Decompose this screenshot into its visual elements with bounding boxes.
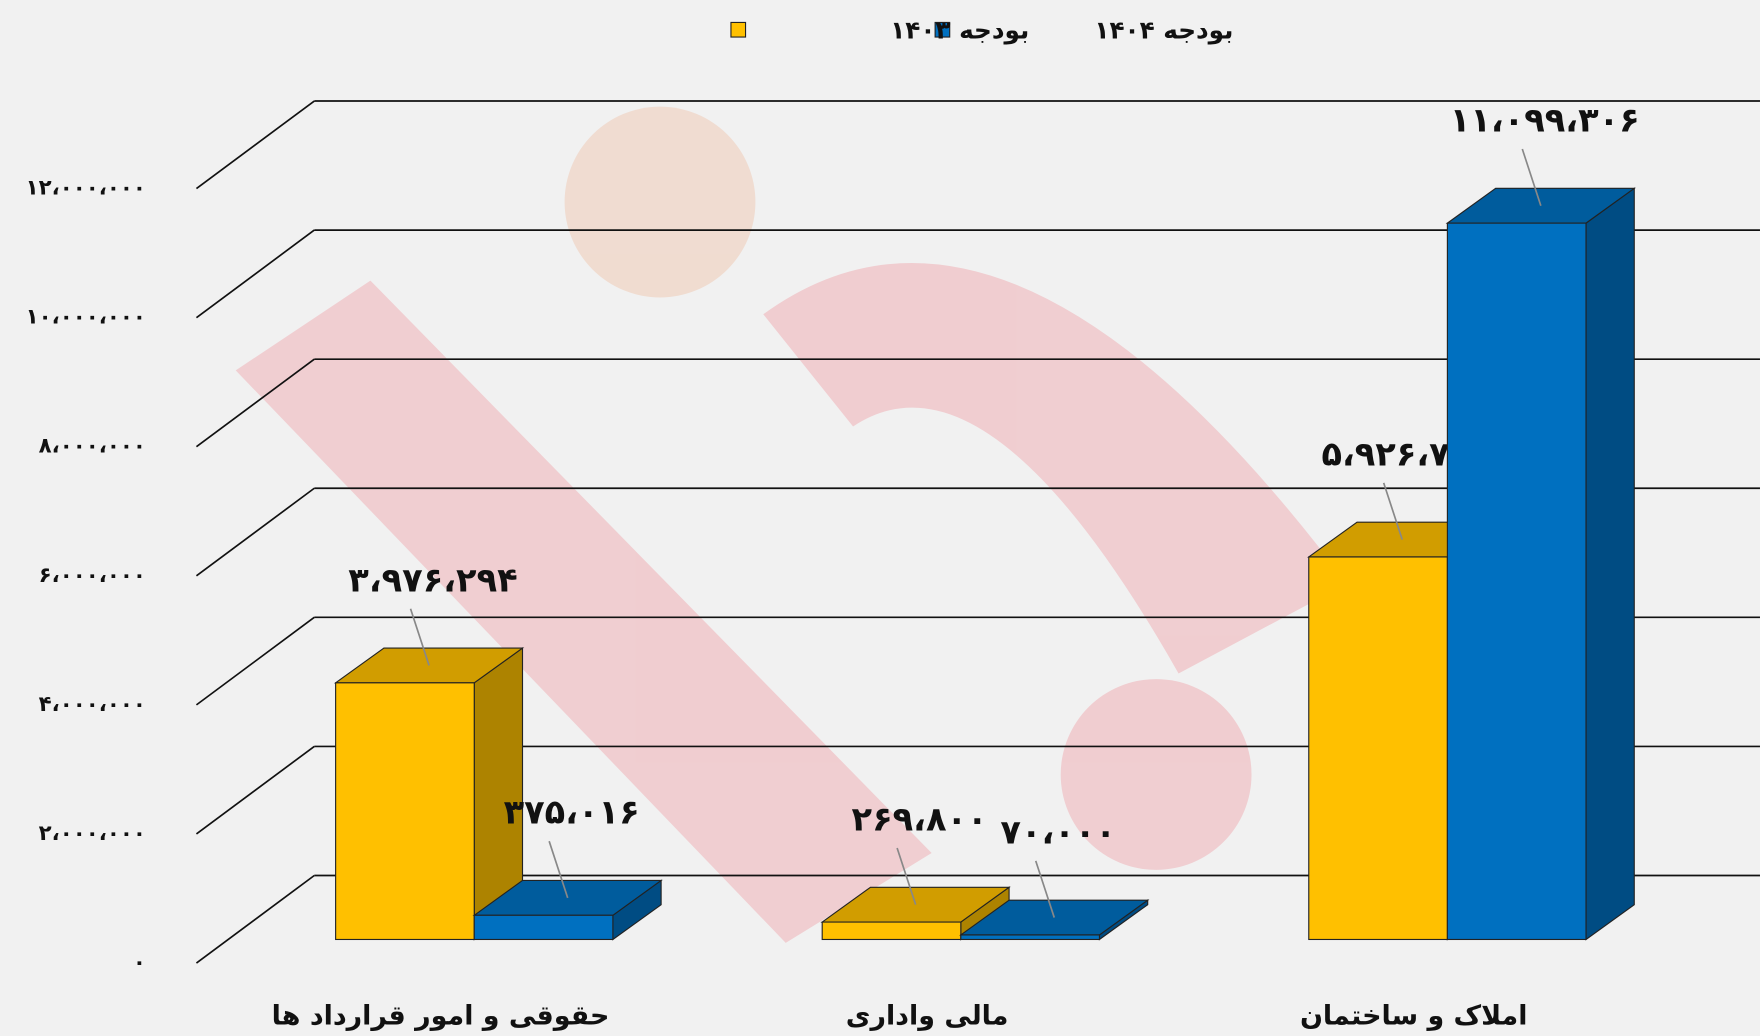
x-tick-label: مالی واداری xyxy=(846,1000,1009,1031)
bar xyxy=(960,934,1100,941)
bar xyxy=(1308,556,1448,941)
y-tick-label: ۶،۰۰۰،۰۰۰ xyxy=(39,563,146,588)
value-label: ۳،۹۷۶،۲۹۴ xyxy=(348,560,517,599)
legend-swatch xyxy=(934,21,951,38)
legend-label: بودجه ۱۴۰۴ xyxy=(1094,15,1233,45)
bar-3d xyxy=(333,646,525,941)
y-tick-label: ۲،۰۰۰،۰۰۰ xyxy=(39,821,146,846)
legend-swatch xyxy=(730,21,747,38)
grid-diagonal xyxy=(195,616,315,706)
leader-line xyxy=(1382,482,1404,540)
value-label: ۱۱،۰۹۹،۳۰۶ xyxy=(1450,101,1640,140)
bar-3d xyxy=(472,879,663,941)
bar-3d xyxy=(1445,187,1637,941)
y-tick-label: ۱۰،۰۰۰،۰۰۰ xyxy=(26,305,146,330)
bar xyxy=(821,921,962,941)
leader-line xyxy=(896,847,917,905)
leader-line xyxy=(548,840,569,899)
legend-label: بودجه ۱۴۰۳ xyxy=(890,15,1029,45)
bar xyxy=(335,682,475,941)
grid-diagonal xyxy=(195,487,315,577)
value-label: ۷۰،۰۰۰ xyxy=(1000,812,1116,851)
watermark xyxy=(235,106,1347,943)
bar xyxy=(1446,222,1587,941)
bar-side xyxy=(1585,187,1635,941)
x-tick-label: املاک و ساختمان xyxy=(1300,1000,1528,1031)
grid-diagonal xyxy=(195,874,315,964)
leader-line xyxy=(1034,860,1056,918)
y-tick-label: ۴،۰۰۰،۰۰۰ xyxy=(39,692,146,717)
value-label: ۲۶۹،۸۰۰ xyxy=(852,800,988,839)
value-label: ۳۷۵،۰۱۶ xyxy=(504,793,640,832)
y-tick-label: ۱۲،۰۰۰،۰۰۰ xyxy=(26,176,146,201)
grid-diagonal xyxy=(195,229,315,319)
bar xyxy=(473,914,614,941)
leader-line xyxy=(1521,148,1542,206)
y-tick-label: ۸،۰۰۰،۰۰۰ xyxy=(39,434,146,459)
grid-diagonal xyxy=(195,358,315,448)
grid-diagonal xyxy=(195,100,315,190)
grid-diagonal xyxy=(195,745,315,835)
y-tick-label: ۰ xyxy=(133,950,146,975)
leader-line xyxy=(409,608,430,666)
x-tick-label: حقوقی و امور قرارداد ها xyxy=(272,1000,610,1031)
